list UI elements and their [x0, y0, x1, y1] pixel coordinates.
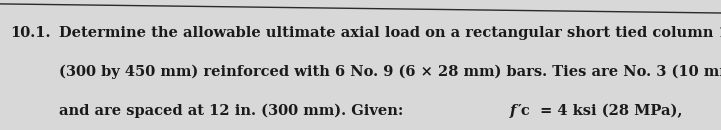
Text: and are spaced at 12 in. (300 mm). Given:: and are spaced at 12 in. (300 mm). Given… [59, 104, 409, 118]
Text: 10.1.: 10.1. [10, 26, 50, 40]
Text: (300 by 450 mm) reinforced with 6 No. 9 (6 × 28 mm) bars. Ties are No. 3 (10 mm : (300 by 450 mm) reinforced with 6 No. 9 … [59, 65, 721, 79]
Text: ′c: ′c [518, 104, 531, 118]
Text: = 4 ksi (28 MPa),: = 4 ksi (28 MPa), [534, 104, 687, 118]
Text: f: f [510, 104, 516, 118]
Text: Determine the allowable ultimate axial load on a rectangular short tied column 1: Determine the allowable ultimate axial l… [59, 26, 721, 40]
